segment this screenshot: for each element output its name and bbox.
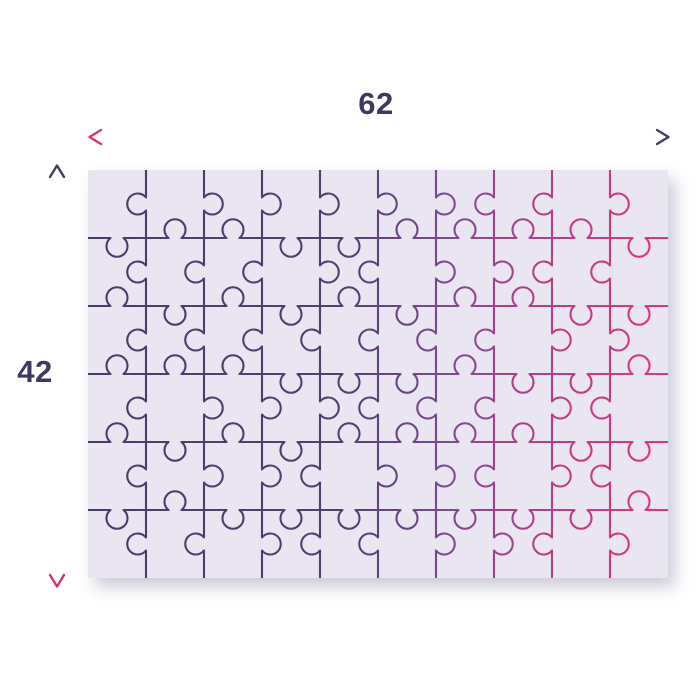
arrow-head-bottom-icon xyxy=(48,573,66,588)
puzzle-grid xyxy=(88,170,668,578)
puzzle-board xyxy=(88,170,668,578)
width-dimension-label: 62 xyxy=(358,86,394,121)
puzzle-divider xyxy=(88,422,668,462)
arrow-head-left-icon xyxy=(88,128,103,146)
puzzle-divider xyxy=(88,490,668,530)
puzzle-divider xyxy=(88,218,668,258)
width-dimension-arrow xyxy=(88,128,670,146)
arrow-head-right-icon xyxy=(655,128,670,146)
height-dimension-arrow xyxy=(48,164,66,588)
puzzle-divider xyxy=(88,286,668,326)
height-dimension-label: 42 xyxy=(17,354,53,389)
arrow-head-top-icon xyxy=(48,164,66,179)
puzzle-divider xyxy=(88,354,668,394)
